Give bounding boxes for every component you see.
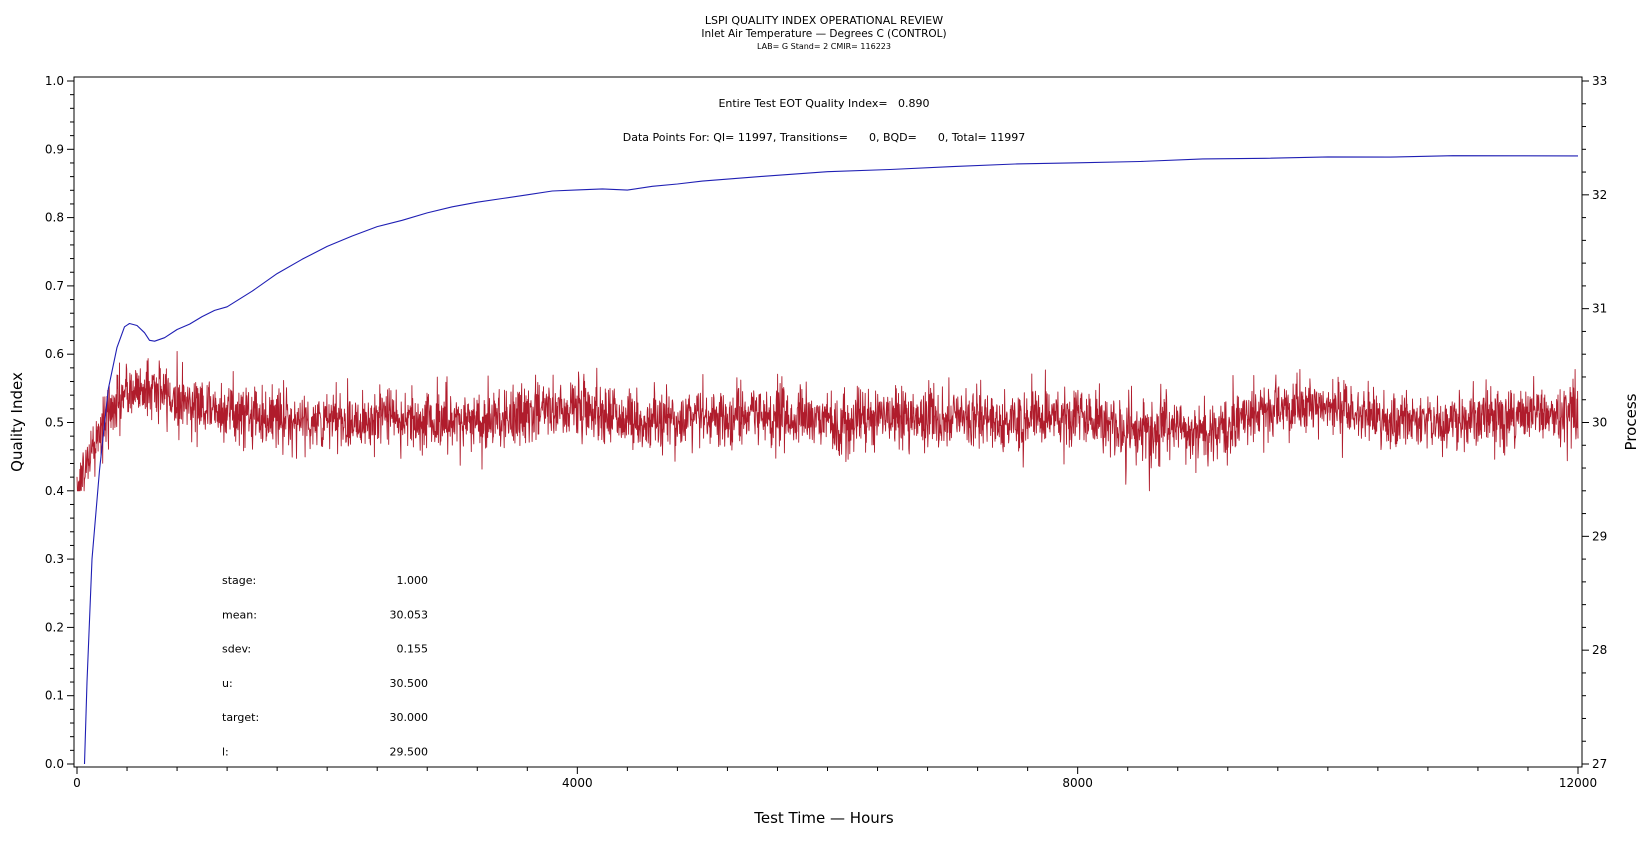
y-axis-label: Quality Index: [8, 372, 26, 472]
y-tick-label: 0.7: [45, 279, 64, 293]
stat-value: 0.155: [397, 643, 429, 656]
chart-subtitle: Inlet Air Temperature — Degrees C (CONTR…: [701, 28, 946, 40]
axes-ticks: 0.0 0.1 0.2 0.3 0.4 0.5 0.6 0.7 0.8 0.9 1.0 27 28 29 3…: [45, 74, 1607, 790]
stat-value: 30.000: [390, 711, 429, 724]
stat-label: sdev:: [222, 643, 251, 656]
stat-label: l:: [222, 746, 229, 759]
x-tick-label: 8000: [1062, 776, 1093, 790]
y2-tick-label: 30: [1592, 416, 1607, 430]
chart-subtitle-2: LAB= G Stand= 2 CMIR= 116223: [757, 42, 891, 51]
y2-tick-label: 32: [1592, 188, 1607, 202]
y-tick-label: 1.0: [45, 74, 64, 88]
stat-label: mean:: [222, 608, 257, 621]
stat-label: stage:: [222, 574, 256, 587]
series-line-quality-index: [83, 155, 1579, 765]
stat-label: target:: [222, 711, 259, 724]
y-tick-label: 0.0: [45, 757, 64, 771]
y2-tick-label: 27: [1592, 757, 1607, 771]
y2-tick-label: 31: [1592, 302, 1607, 316]
data-points-annotation: Data Points For: QI= 11997, Transitions=…: [623, 131, 1025, 144]
stat-label: u:: [222, 677, 233, 690]
series-line-process: [76, 350, 1579, 492]
x-axis-label: Test Time — Hours: [753, 809, 894, 827]
eot-quality-index-annotation: Entire Test EOT Quality Index= 0.890: [718, 97, 929, 110]
x-tick-label: 0: [73, 776, 81, 790]
series-layer: [76, 155, 1579, 765]
x-tick-label: 12000: [1559, 776, 1597, 790]
y2-axis-label: Process: [1622, 393, 1640, 450]
y2-tick-label: 33: [1592, 74, 1607, 88]
y-tick-label: 0.1: [45, 689, 64, 703]
y-tick-label: 0.6: [45, 347, 64, 361]
x-tick-label: 4000: [562, 776, 593, 790]
stat-value: 1.000: [397, 574, 429, 587]
y-tick-label: 0.3: [45, 552, 64, 566]
stat-value: 30.500: [390, 677, 429, 690]
y-tick-label: 0.4: [45, 484, 64, 498]
stats-table: stage: 1.000 mean: 30.053 sdev: 0.155 u: 30.500…: [222, 574, 428, 759]
y-tick-label: 0.8: [45, 211, 64, 225]
y-tick-label: 0.5: [45, 416, 64, 430]
chart-title: LSPI QUALITY INDEX OPERATIONAL REVIEW: [705, 14, 943, 27]
stat-value: 30.053: [390, 608, 429, 621]
y-tick-label: 0.2: [45, 620, 64, 634]
y-tick-label: 0.9: [45, 142, 64, 156]
stat-value: 29.500: [390, 746, 429, 759]
y2-tick-label: 28: [1592, 643, 1607, 657]
y2-tick-label: 29: [1592, 529, 1607, 543]
